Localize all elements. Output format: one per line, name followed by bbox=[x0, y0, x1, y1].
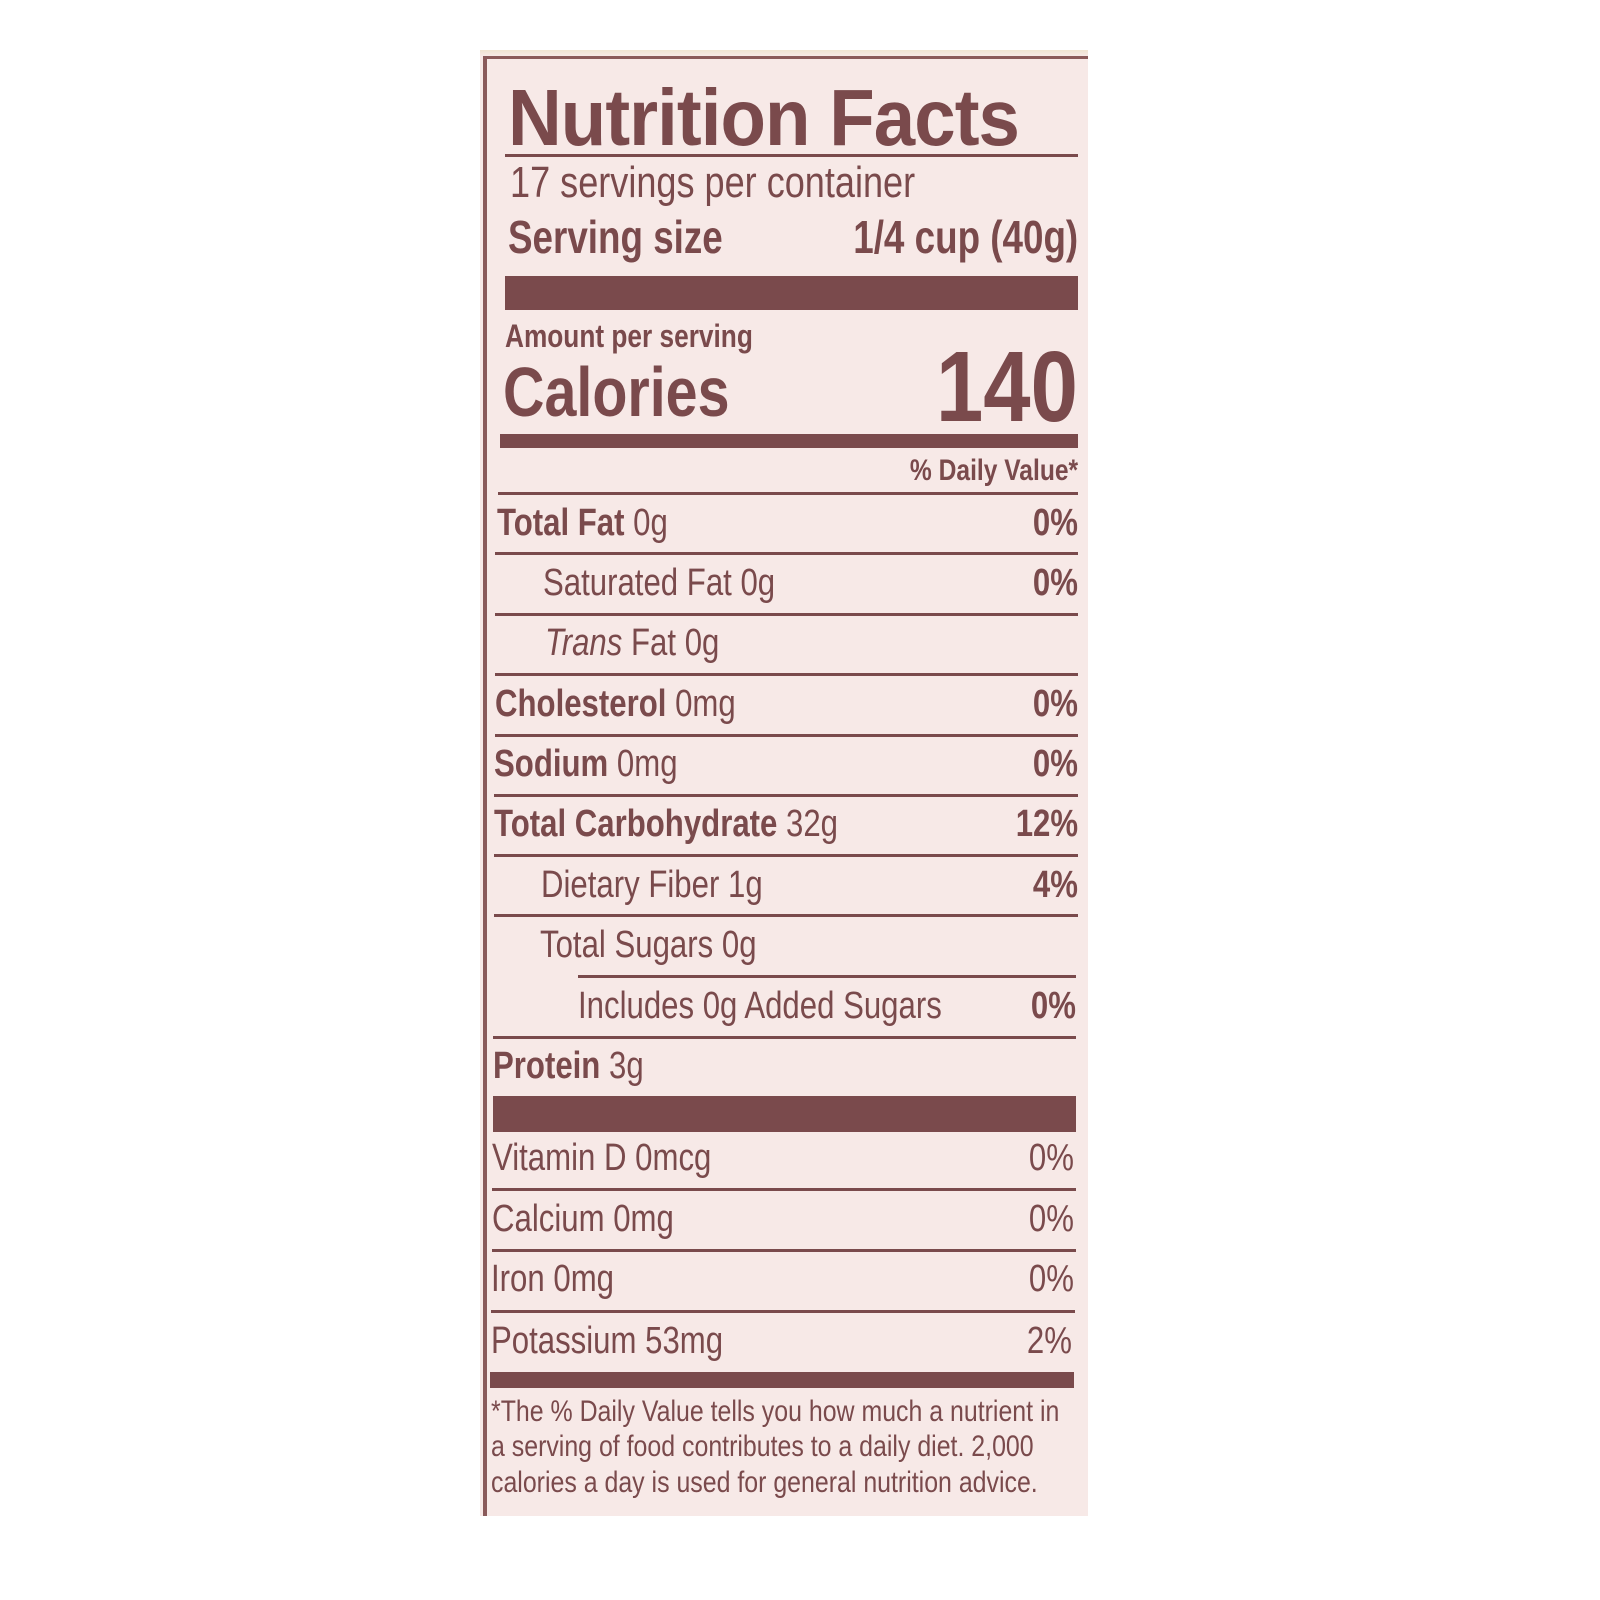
label-border-left bbox=[483, 58, 487, 1516]
vitamin-dv: 0% bbox=[1028, 1258, 1074, 1300]
nutrient-amount: 0g bbox=[721, 924, 757, 966]
nutrient-amount: 0g bbox=[633, 502, 668, 544]
nutrient-name: Total Fat bbox=[497, 502, 625, 544]
calories-value: 140 bbox=[936, 331, 1078, 443]
vitamin-amount: 53mg bbox=[645, 1320, 724, 1362]
divider bbox=[495, 613, 1078, 616]
label-border-top bbox=[483, 56, 1088, 59]
divider bbox=[491, 1310, 1075, 1313]
thick-bar bbox=[505, 276, 1078, 310]
nutrient-name: Saturated Fat bbox=[543, 562, 732, 604]
nutrient-amount: 32g bbox=[786, 803, 839, 845]
serving-size-value: 1/4 cup (40g) bbox=[853, 211, 1078, 263]
divider bbox=[492, 1188, 1076, 1191]
nutrient-name: Sodium bbox=[494, 743, 609, 785]
footnote-line-3: calories a day is used for general nutri… bbox=[491, 1466, 1038, 1499]
amount-per-serving: Amount per serving bbox=[505, 318, 753, 354]
vitamin-amount: 0mg bbox=[613, 1198, 674, 1240]
nutrient-dv: 12% bbox=[1015, 803, 1078, 845]
nutrient-name: Protein bbox=[493, 1045, 601, 1087]
vitamin-dv: 0% bbox=[1028, 1198, 1074, 1240]
footnote-line-1: *The % Daily Value tells you how much a … bbox=[491, 1395, 1060, 1428]
nutrient-name: Includes 0g Added Sugars bbox=[578, 985, 942, 1027]
nutrient-amount: 0g bbox=[740, 562, 776, 604]
nutrient-name: Trans bbox=[545, 622, 623, 664]
nutrient-amount: 0mg bbox=[616, 743, 678, 785]
vitamin-amount: 0mg bbox=[553, 1258, 614, 1300]
vitamin-name: Iron bbox=[491, 1258, 545, 1300]
divider bbox=[495, 734, 1078, 737]
divider bbox=[498, 492, 1078, 495]
footnote-line-2: a serving of food contributes to a daily… bbox=[491, 1430, 1034, 1463]
vitamin-dv: 0% bbox=[1028, 1137, 1074, 1179]
nutrient-amount: 3g bbox=[609, 1045, 644, 1087]
thick-bar bbox=[493, 1096, 1076, 1132]
vitamin-name: Calcium bbox=[492, 1198, 605, 1240]
divider bbox=[494, 914, 1078, 917]
title: Nutrition Facts bbox=[508, 73, 1020, 162]
divider bbox=[493, 1036, 1076, 1039]
nutrient-dv: 0% bbox=[1032, 562, 1078, 604]
nutrient-dv: 0% bbox=[1032, 743, 1078, 785]
nutrient-amount: 0mg bbox=[675, 683, 736, 725]
nutrient-dv: 4% bbox=[1032, 864, 1078, 906]
servings-per-container: 17 servings per container bbox=[510, 158, 916, 207]
nutrient-dv: 0% bbox=[1032, 502, 1078, 544]
vitamin-amount: 0mcg bbox=[635, 1137, 712, 1179]
nutrient-name-suffix: Fat bbox=[631, 622, 677, 664]
vitamin-name: Potassium bbox=[491, 1320, 637, 1362]
medium-bar bbox=[500, 434, 1078, 448]
divider bbox=[495, 552, 1078, 555]
divider bbox=[495, 673, 1078, 676]
nutrient-amount: 1g bbox=[728, 864, 763, 906]
nutrient-dv: 0% bbox=[1030, 985, 1076, 1027]
divider bbox=[494, 854, 1078, 857]
nutrient-name: Total Carbohydrate bbox=[494, 803, 778, 845]
nutrient-name: Dietary Fiber bbox=[541, 864, 720, 906]
calories-label: Calories bbox=[503, 353, 730, 431]
medium-bar bbox=[490, 1372, 1074, 1388]
divider bbox=[578, 975, 1076, 978]
nutrient-name: Total Sugars bbox=[540, 924, 714, 966]
nutrient-dv: 0% bbox=[1032, 683, 1078, 725]
divider bbox=[505, 154, 1078, 157]
divider bbox=[494, 794, 1078, 797]
nutrient-name: Cholesterol bbox=[495, 683, 667, 725]
serving-size-label: Serving size bbox=[508, 211, 723, 263]
divider bbox=[492, 1249, 1076, 1252]
vitamin-name: Vitamin D bbox=[492, 1137, 627, 1179]
nutrient-amount: 0g bbox=[684, 622, 720, 664]
vitamin-dv: 2% bbox=[1026, 1320, 1072, 1362]
daily-value-header: % Daily Value* bbox=[909, 454, 1078, 487]
